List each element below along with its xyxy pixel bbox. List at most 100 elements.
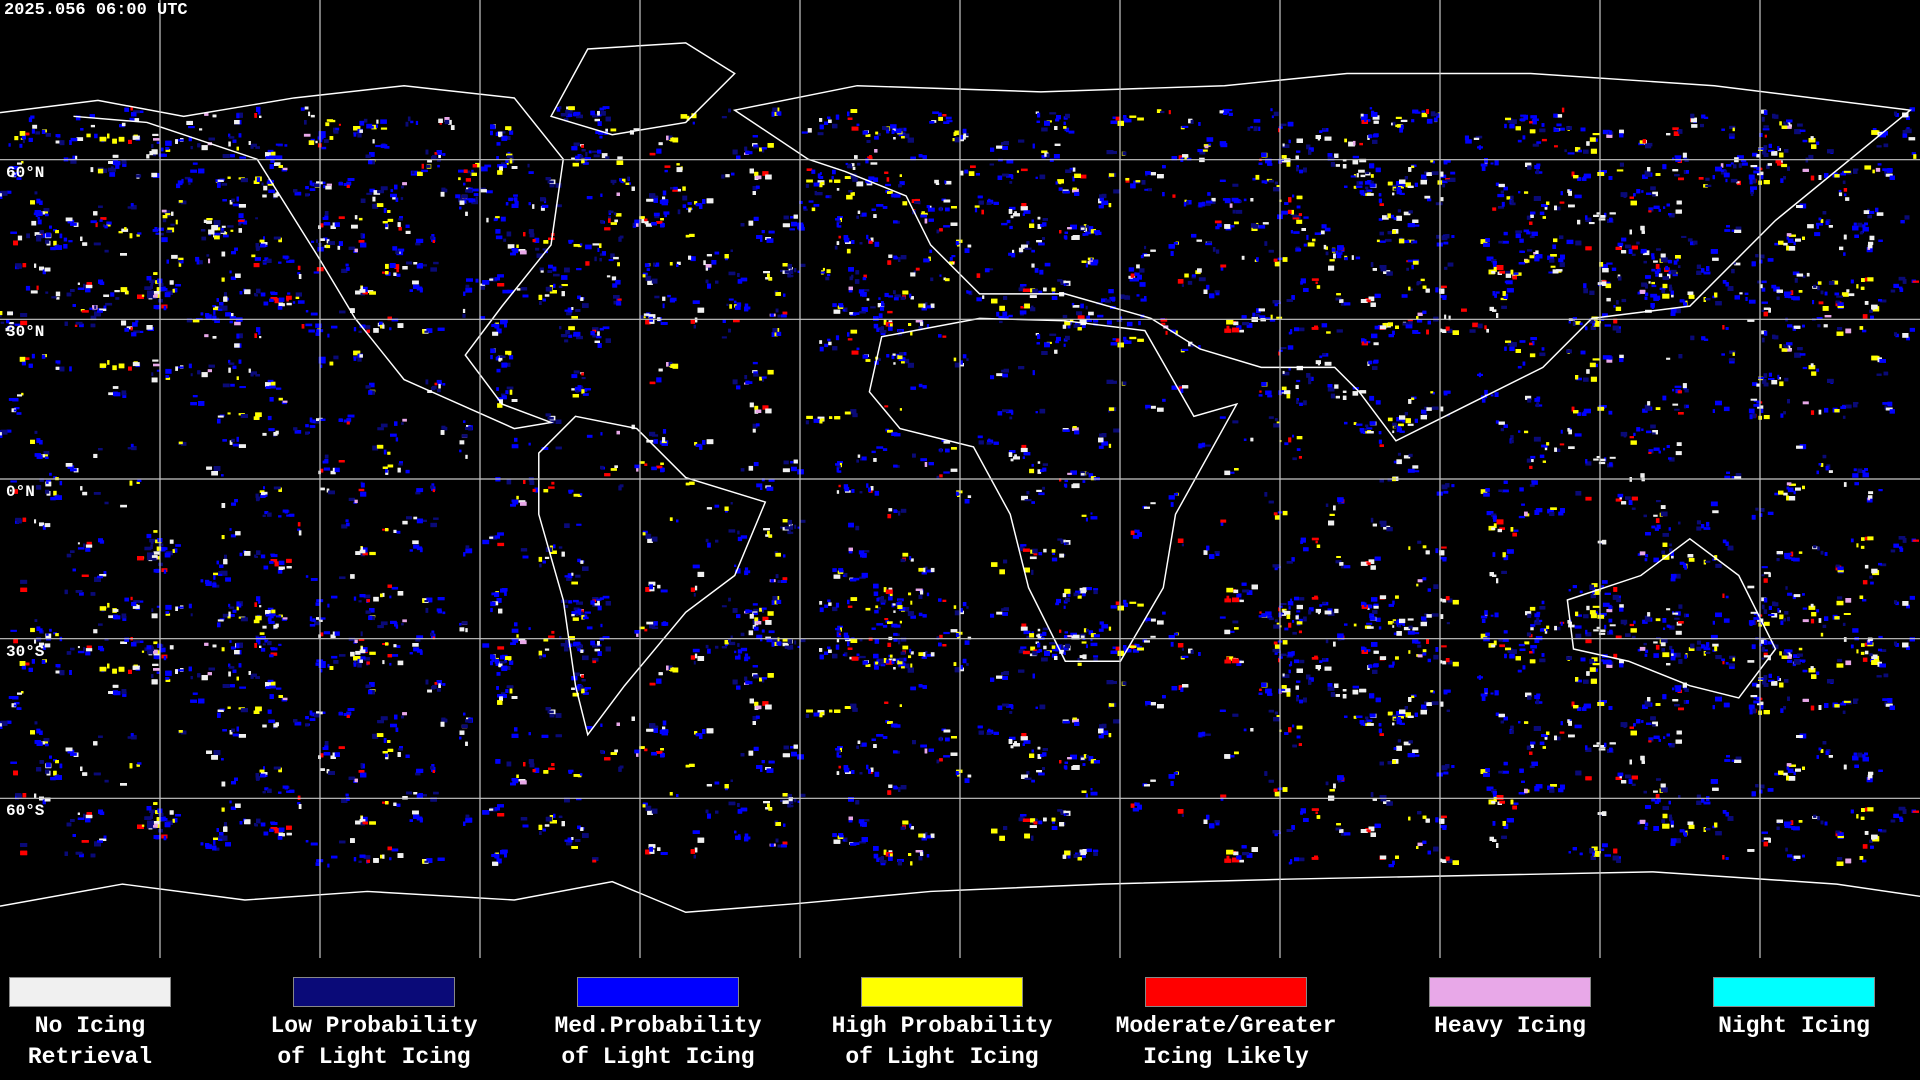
icing-pixel	[151, 172, 158, 178]
icing-pixel	[573, 244, 580, 247]
icing-pixel	[598, 131, 604, 135]
icing-pixel	[1526, 215, 1532, 220]
icing-pixel	[1869, 235, 1875, 241]
icing-pixel	[932, 111, 939, 114]
icing-pixel	[770, 313, 774, 317]
icing-pixel	[415, 120, 419, 125]
icing-pixel	[134, 118, 140, 122]
icing-pixel	[836, 188, 840, 191]
icing-pixel	[553, 273, 560, 277]
icing-pixel	[448, 119, 452, 125]
icing-pixel	[811, 169, 816, 174]
icing-pixel	[1764, 134, 1767, 138]
icing-pixel	[238, 204, 246, 208]
icing-pixel	[271, 151, 276, 156]
icing-pixel	[1203, 289, 1208, 294]
icing-pixel	[232, 139, 237, 143]
icing-pixel	[278, 261, 282, 264]
icing-pixel	[664, 169, 668, 173]
icing-pixel	[813, 182, 820, 187]
icing-pixel	[1162, 192, 1165, 197]
icing-pixel	[376, 119, 379, 124]
icing-pixel	[1359, 158, 1367, 163]
icing-pixel	[395, 250, 400, 255]
icing-pixel	[872, 177, 879, 182]
icing-pixel	[1018, 247, 1024, 253]
icing-pixel	[45, 213, 49, 217]
icing-pixel	[1085, 231, 1089, 236]
icing-pixel	[1667, 273, 1671, 279]
icing-pixel	[1300, 278, 1306, 284]
icing-pixel	[647, 280, 653, 285]
icing-pixel	[807, 128, 812, 133]
icing-pixel	[884, 292, 889, 297]
icing-pixel	[309, 180, 313, 186]
icing-pixel	[1211, 197, 1216, 202]
icing-pixel	[1676, 258, 1679, 262]
icing-pixel	[497, 274, 504, 278]
icing-pixel	[1402, 322, 1409, 326]
icing-pixel	[1184, 273, 1189, 278]
icing-pixel	[1513, 272, 1519, 275]
icing-pixel	[1341, 302, 1346, 306]
icing-pixel	[1408, 167, 1412, 172]
icing-pixel	[913, 270, 916, 274]
icing-pixel	[1379, 240, 1386, 243]
icing-pixel	[676, 261, 681, 265]
icing-pixel	[777, 314, 781, 318]
icing-pixel	[1846, 289, 1850, 293]
icing-pixel	[1641, 282, 1647, 287]
icing-pixel	[229, 320, 233, 324]
icing-pixel	[984, 268, 990, 273]
icing-pixel	[1590, 148, 1597, 154]
icing-pixel	[380, 324, 383, 329]
icing-pixel	[1184, 199, 1187, 202]
icing-pixel	[1642, 139, 1647, 144]
icing-pixel	[298, 274, 302, 279]
icing-pixel	[90, 315, 97, 321]
icing-pixel	[1183, 201, 1187, 207]
icing-pixel	[1533, 252, 1536, 255]
icing-pixel	[1088, 311, 1094, 316]
icing-pixel	[1369, 180, 1374, 186]
icing-pixel	[1252, 312, 1256, 317]
icing-pixel	[308, 140, 315, 145]
icing-pixel	[856, 162, 861, 166]
icing-pixel	[1521, 250, 1525, 253]
icing-pixel	[70, 137, 78, 142]
icing-pixel	[1812, 300, 1815, 305]
icing-pixel	[1651, 281, 1655, 285]
icing-pixel	[1397, 190, 1402, 194]
icing-pixel	[1595, 321, 1601, 324]
icing-pixel	[1646, 192, 1652, 195]
icing-pixel	[1125, 178, 1130, 181]
icing-pixel	[72, 304, 76, 307]
icing-pixel	[1105, 299, 1111, 303]
icing-pixel	[571, 316, 578, 319]
icing-pixel	[1024, 247, 1032, 250]
icing-pixel	[1863, 210, 1870, 214]
icing-pixel	[505, 159, 509, 163]
icing-pixel	[556, 106, 561, 112]
icing-pixel	[593, 154, 600, 158]
icing-pixel	[653, 212, 660, 217]
icing-pixel	[286, 295, 292, 300]
icing-pixel	[1198, 277, 1206, 282]
icing-pixel	[1651, 256, 1655, 260]
icing-pixel	[80, 128, 84, 131]
icing-pixel	[1461, 308, 1467, 312]
icing-pixel	[555, 183, 562, 188]
icing-pixel	[1424, 195, 1431, 199]
icing-pixel	[1881, 131, 1888, 136]
icing-pixel	[137, 232, 142, 235]
icing-pixel	[1140, 298, 1147, 302]
icing-pixel	[555, 204, 562, 208]
icing-pixel	[239, 291, 243, 295]
icing-pixel	[97, 310, 103, 313]
icing-pixel	[1857, 222, 1863, 228]
icing-pixel	[385, 263, 389, 269]
icing-pixel	[856, 123, 860, 126]
icing-pixel	[552, 266, 557, 272]
icing-pixel	[981, 209, 984, 215]
icing-pixel	[620, 181, 624, 183]
